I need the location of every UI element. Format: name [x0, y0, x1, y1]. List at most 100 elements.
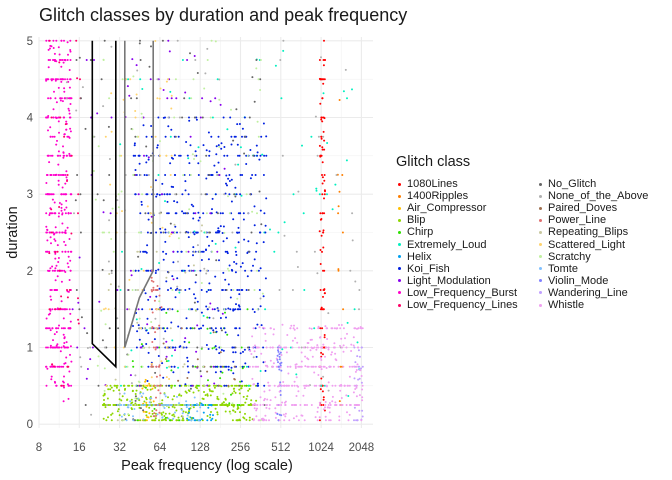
data-point	[323, 292, 326, 295]
data-point	[219, 225, 222, 228]
data-point	[154, 348, 157, 351]
data-point	[259, 267, 262, 270]
data-point	[70, 360, 73, 363]
data-point	[324, 419, 327, 422]
data-point	[109, 384, 112, 387]
data-point	[356, 363, 359, 366]
data-point	[321, 174, 323, 176]
data-point	[206, 393, 209, 396]
data-point	[65, 193, 68, 196]
data-point	[198, 250, 201, 253]
data-point	[140, 203, 143, 206]
data-point	[279, 351, 282, 354]
data-point	[256, 382, 259, 385]
data-point	[223, 193, 226, 196]
data-point	[239, 411, 241, 414]
data-point	[51, 308, 54, 311]
data-point	[58, 131, 60, 134]
data-point	[283, 384, 286, 387]
data-point	[76, 174, 79, 176]
data-point	[199, 116, 202, 119]
data-point	[142, 269, 145, 272]
data-point	[208, 316, 211, 319]
data-point	[232, 360, 235, 363]
data-point	[209, 289, 212, 291]
data-point	[172, 371, 175, 374]
data-point	[290, 324, 293, 327]
data-point	[120, 384, 122, 387]
data-point	[318, 59, 321, 61]
data-point	[85, 377, 88, 380]
data-point	[97, 355, 100, 358]
data-point	[258, 158, 261, 161]
data-point	[160, 306, 163, 309]
data-point	[92, 170, 95, 172]
data-point	[171, 275, 174, 278]
data-point	[158, 262, 161, 264]
data-point	[172, 417, 175, 420]
data-point	[206, 419, 209, 422]
data-point	[318, 193, 321, 196]
data-point	[142, 392, 145, 395]
data-point	[356, 419, 359, 422]
data-point	[320, 346, 323, 349]
data-point	[171, 405, 174, 408]
data-point	[164, 228, 167, 231]
data-point	[123, 413, 126, 415]
data-point	[169, 287, 172, 290]
data-point	[264, 360, 266, 363]
data-point	[51, 346, 54, 349]
data-point	[357, 349, 360, 352]
data-point	[67, 397, 70, 400]
series-1080lines	[318, 39, 326, 422]
data-point	[321, 97, 324, 100]
data-point	[243, 365, 245, 368]
data-point	[78, 308, 81, 311]
data-point	[234, 163, 237, 166]
data-point	[59, 99, 62, 102]
data-point	[146, 380, 149, 382]
data-point	[67, 255, 70, 258]
data-point	[96, 112, 99, 115]
data-point	[162, 231, 165, 234]
data-point	[110, 116, 113, 119]
data-point	[247, 240, 250, 243]
data-point	[206, 327, 209, 330]
data-point	[60, 39, 63, 42]
data-point	[211, 250, 214, 253]
data-point	[54, 60, 57, 63]
data-point	[359, 369, 362, 372]
data-point	[167, 212, 170, 215]
data-point	[77, 322, 80, 325]
data-point	[257, 135, 260, 138]
data-point	[54, 79, 57, 82]
data-point	[156, 285, 159, 287]
data-point	[314, 416, 317, 419]
data-point	[247, 389, 250, 392]
data-point	[115, 384, 118, 387]
data-point	[110, 413, 113, 416]
data-point	[115, 386, 118, 389]
data-point	[360, 419, 363, 422]
data-point	[195, 231, 198, 234]
data-point	[192, 264, 195, 267]
legend-label: Scattered_Light	[548, 238, 626, 251]
data-point	[184, 383, 187, 386]
data-point	[158, 365, 161, 368]
data-point	[321, 146, 324, 149]
data-point	[77, 318, 80, 321]
data-point	[224, 365, 227, 368]
data-point	[156, 289, 159, 291]
data-point	[46, 116, 49, 119]
data-point	[132, 75, 135, 78]
data-point	[176, 39, 179, 42]
data-point	[138, 250, 141, 253]
data-point	[101, 339, 104, 342]
data-point	[273, 328, 275, 331]
data-point	[247, 346, 249, 349]
y-tick-label: 0	[27, 419, 33, 431]
data-point	[209, 416, 212, 419]
data-point	[120, 415, 123, 418]
data-point	[63, 39, 65, 42]
data-point	[84, 404, 87, 406]
